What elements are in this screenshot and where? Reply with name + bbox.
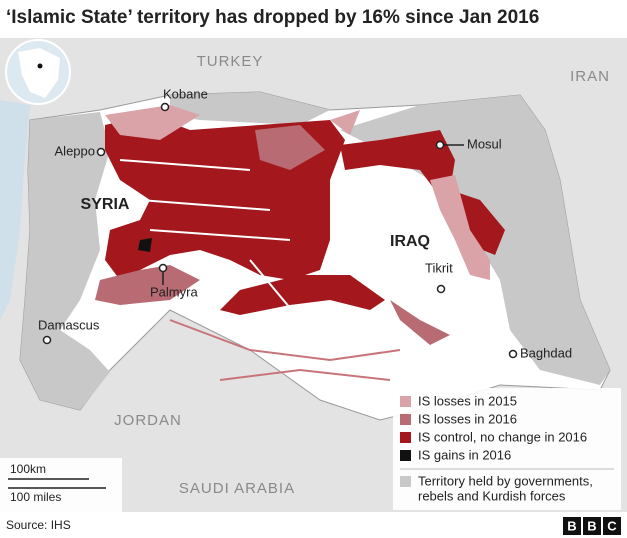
country-label: SYRIA [81, 196, 130, 213]
legend-label: IS losses in 2016 [418, 411, 517, 426]
logo-block [563, 517, 581, 535]
held-territory [340, 95, 610, 385]
city-label: Tikrit [425, 260, 453, 275]
city-label: Kobane [163, 86, 208, 101]
logo-block [603, 517, 621, 535]
legend-label: IS gains in 2016 [418, 447, 511, 462]
city-label: Mosul [467, 136, 502, 151]
is-control [220, 275, 385, 315]
city-label: Aleppo [55, 143, 95, 158]
logo-letter: B [567, 518, 576, 533]
legend-swatch [400, 476, 411, 487]
roads [119, 159, 421, 381]
legend-swatch [400, 414, 411, 425]
is-gains [138, 238, 152, 252]
legend-swatch [400, 396, 411, 407]
title: ‘Islamic State’ territory has dropped by… [6, 7, 539, 28]
held-territory [170, 92, 330, 125]
scale-km: 100km [10, 462, 46, 476]
is-losses-2016 [390, 300, 450, 345]
legend-label: rebels and Kurdish forces [418, 488, 566, 503]
held-territory [20, 112, 110, 410]
map [0, 38, 627, 512]
legend-swatch [400, 450, 411, 461]
sea [0, 100, 30, 320]
country-label: JORDAN [114, 412, 182, 429]
is-losses-2016 [95, 265, 200, 305]
city-label: Damascus [38, 317, 100, 332]
legend-label: IS losses in 2015 [418, 393, 517, 408]
logo-block [583, 517, 601, 535]
scale-bar: 100km 100 miles [0, 458, 122, 512]
is-losses-2016 [255, 125, 325, 170]
legend-box [393, 388, 621, 510]
country-label: IRAN [570, 68, 610, 85]
road-corridors [169, 319, 401, 381]
city-markers [42, 102, 518, 359]
locator-globe [5, 39, 71, 105]
country-label: TURKEY [197, 53, 264, 70]
is-losses-2015 [105, 105, 200, 140]
legend: IS losses in 2015 IS losses in 2016 IS con… [393, 388, 621, 510]
logo-letter: C [607, 518, 617, 533]
country-label: IRAQ [390, 233, 430, 250]
scale-miles: 100 miles [10, 490, 61, 504]
city-label: Palmyra [150, 284, 198, 299]
city-label: Baghdad [520, 345, 572, 360]
footer [0, 512, 627, 538]
legend-label: IS control, no change in 2016 [418, 429, 587, 444]
is-losses-2015 [430, 175, 490, 280]
source: Source: IHS [6, 518, 71, 532]
is-losses-2015 [330, 110, 360, 135]
country-label: SAUDI ARABIA [179, 480, 295, 497]
legend-swatch [400, 432, 411, 443]
logo-letter: B [587, 518, 596, 533]
legend-label: Territory held by governments, [418, 473, 593, 488]
